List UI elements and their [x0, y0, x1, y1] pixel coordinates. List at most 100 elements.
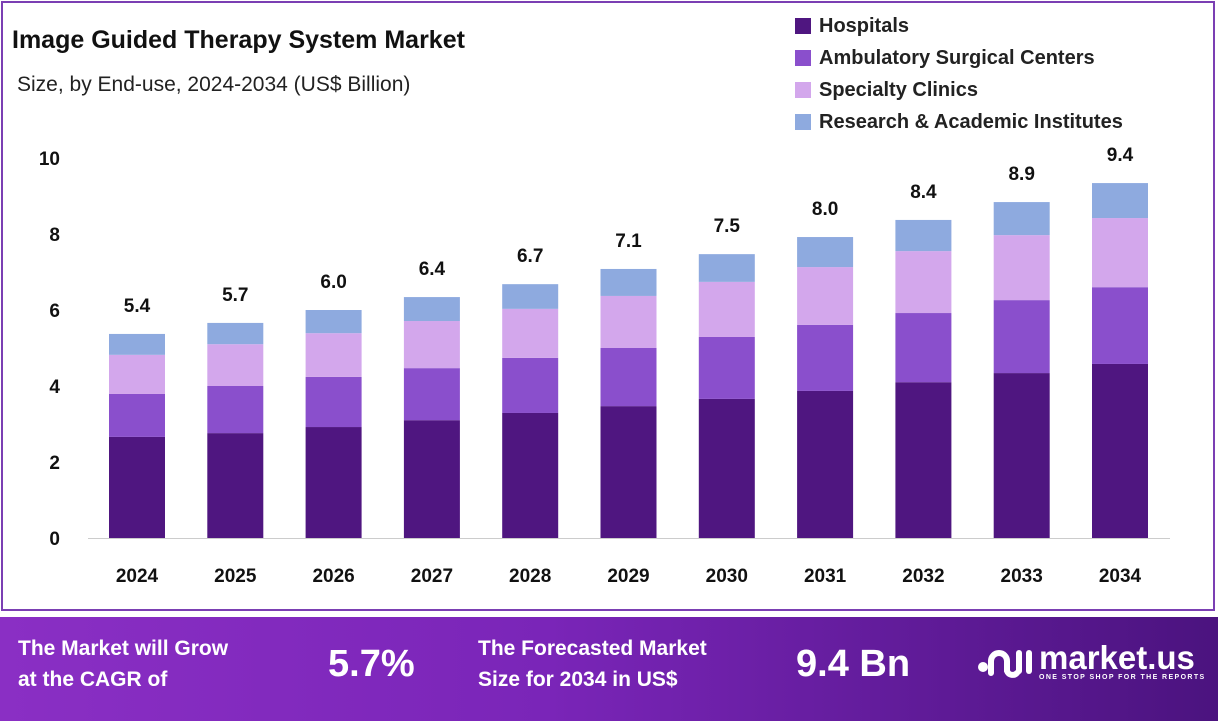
- forecast-label: The Forecasted Market Size for 2034 in U…: [478, 633, 707, 695]
- bar-segment-research-academic-institutes: [797, 237, 854, 268]
- legend-swatch: [795, 50, 811, 66]
- footer-banner: The Market will Grow at the CAGR of 5.7%…: [0, 617, 1218, 721]
- total-label: 8.4: [910, 182, 937, 203]
- legend-label: Research & Academic Institutes: [819, 110, 1123, 133]
- legend-swatch: [795, 18, 811, 34]
- total-label: 6.0: [320, 272, 346, 293]
- legend-swatch: [795, 114, 811, 130]
- total-label: 8.9: [1008, 164, 1034, 185]
- bar-segment-research-academic-institutes: [305, 310, 362, 334]
- cagr-label: The Market will Grow at the CAGR of: [18, 633, 228, 695]
- y-tick-label: 0: [49, 529, 60, 550]
- legend-item: Hospitals: [795, 10, 1123, 42]
- y-tick-label: 4: [49, 377, 60, 398]
- legend-item: Research & Academic Institutes: [795, 106, 1123, 138]
- chart-title: Image Guided Therapy System Market: [12, 26, 465, 54]
- legend: Hospitals Ambulatory Surgical Centers Spec…: [795, 10, 1123, 138]
- y-tick-label: 10: [39, 149, 60, 170]
- bar-segment-specialty-clinics: [993, 235, 1050, 301]
- bar-segment-research-academic-institutes: [109, 333, 165, 355]
- bar-segment-ambulatory-surgical-centers: [993, 300, 1050, 374]
- legend-label: Hospitals: [819, 14, 910, 37]
- bar-segment-ambulatory-surgical-centers: [109, 393, 165, 437]
- forecast-label-line1: The Forecasted Market: [478, 637, 707, 660]
- legend-label: Specialty Clinics: [819, 78, 978, 101]
- legend-item: Specialty Clinics: [795, 74, 1123, 106]
- forecast-label-line2: Size for 2034 in US$: [478, 668, 678, 691]
- bar-segment-specialty-clinics: [698, 281, 755, 337]
- bar-segment-specialty-clinics: [600, 295, 657, 348]
- x-tick-label: 2025: [214, 566, 257, 587]
- stacked-bar-chart: 0 2 4 6 8 10 5.4 2024 5.7 2025 6.0 2026 6.4 2027 6.7 20…: [39, 145, 1170, 587]
- bar-segment-specialty-clinics: [305, 333, 362, 377]
- bar-segment-ambulatory-surgical-centers: [1092, 287, 1148, 364]
- y-tick-label: 8: [49, 225, 60, 246]
- bar-segment-ambulatory-surgical-centers: [502, 357, 559, 413]
- bar-segment-ambulatory-surgical-centers: [797, 324, 854, 391]
- bar-segment-ambulatory-surgical-centers: [207, 386, 264, 434]
- x-tick-label: 2032: [902, 566, 944, 587]
- forecast-value: 9.4 Bn: [796, 643, 911, 685]
- total-label: 5.7: [222, 285, 248, 306]
- chart-subtitle: Size, by End-use, 2024-2034 (US$ Billion…: [17, 73, 411, 96]
- bar-segment-hospitals: [797, 390, 854, 538]
- total-label: 7.5: [714, 216, 741, 237]
- bar-segment-research-academic-institutes: [993, 202, 1050, 236]
- bar-segment-specialty-clinics: [502, 308, 559, 358]
- logo-icon: [978, 650, 1032, 678]
- cagr-label-line2: at the CAGR of: [18, 668, 168, 691]
- bar-segment-research-academic-institutes: [895, 219, 952, 252]
- bar-segment-hospitals: [305, 427, 362, 538]
- bar-segment-specialty-clinics: [109, 354, 165, 394]
- chart-frame: [1, 1, 1215, 611]
- bar-segment-specialty-clinics: [1092, 218, 1148, 288]
- market-us-logo: market.us ONE STOP SHOP FOR THE REPORTS: [975, 641, 1206, 681]
- x-tick-label: 2024: [116, 566, 159, 587]
- bar-segment-hospitals: [502, 412, 559, 538]
- legend-item: Ambulatory Surgical Centers: [795, 42, 1123, 74]
- bar-segment-research-academic-institutes: [403, 297, 460, 322]
- x-tick-label: 2029: [607, 566, 649, 587]
- bar-segment-research-academic-institutes: [207, 322, 264, 345]
- legend-swatch: [795, 82, 811, 98]
- bar-segment-ambulatory-surgical-centers: [698, 336, 755, 399]
- x-tick-label: 2031: [804, 566, 847, 587]
- bar-segment-specialty-clinics: [895, 251, 952, 314]
- bar-segment-hospitals: [109, 436, 165, 538]
- x-tick-label: 2027: [411, 566, 453, 587]
- total-label: 5.4: [124, 296, 151, 317]
- total-label: 7.1: [615, 231, 642, 252]
- bar-segment-specialty-clinics: [797, 267, 854, 325]
- x-tick-label: 2034: [1099, 566, 1142, 587]
- bar-segment-ambulatory-surgical-centers: [600, 348, 657, 407]
- logo-tagline: ONE STOP SHOP FOR THE REPORTS: [1039, 673, 1206, 681]
- bar-segment-hospitals: [698, 398, 755, 538]
- bar-segment-ambulatory-surgical-centers: [305, 376, 362, 428]
- bar-segment-specialty-clinics: [207, 344, 264, 386]
- bar-segment-research-academic-institutes: [1092, 183, 1148, 219]
- total-label: 6.7: [517, 246, 543, 267]
- bar-segment-research-academic-institutes: [600, 268, 657, 296]
- total-label: 9.4: [1107, 145, 1134, 166]
- cagr-value: 5.7%: [328, 643, 415, 685]
- y-tick-label: 2: [49, 453, 60, 474]
- x-tick-label: 2033: [1001, 566, 1043, 587]
- logo-text: market.us: [1039, 638, 1195, 676]
- bar-segment-hospitals: [600, 406, 657, 538]
- y-tick-label: 6: [49, 301, 60, 322]
- bar-segment-hospitals: [895, 382, 952, 538]
- bar-segment-hospitals: [993, 373, 1050, 538]
- bar-segment-hospitals: [403, 420, 460, 538]
- bar-segment-research-academic-institutes: [698, 254, 755, 282]
- bar-segment-ambulatory-surgical-centers: [895, 313, 952, 383]
- bar-segment-hospitals: [1092, 363, 1148, 538]
- bar-segment-research-academic-institutes: [502, 284, 559, 309]
- x-tick-label: 2030: [706, 566, 748, 587]
- total-label: 6.4: [419, 259, 446, 280]
- legend-label: Ambulatory Surgical Centers: [819, 46, 1095, 69]
- cagr-label-line1: The Market will Grow: [18, 637, 229, 660]
- bar-segment-hospitals: [207, 433, 264, 538]
- total-label: 8.0: [812, 199, 838, 220]
- x-tick-label: 2028: [509, 566, 551, 587]
- bar-segment-specialty-clinics: [403, 321, 460, 369]
